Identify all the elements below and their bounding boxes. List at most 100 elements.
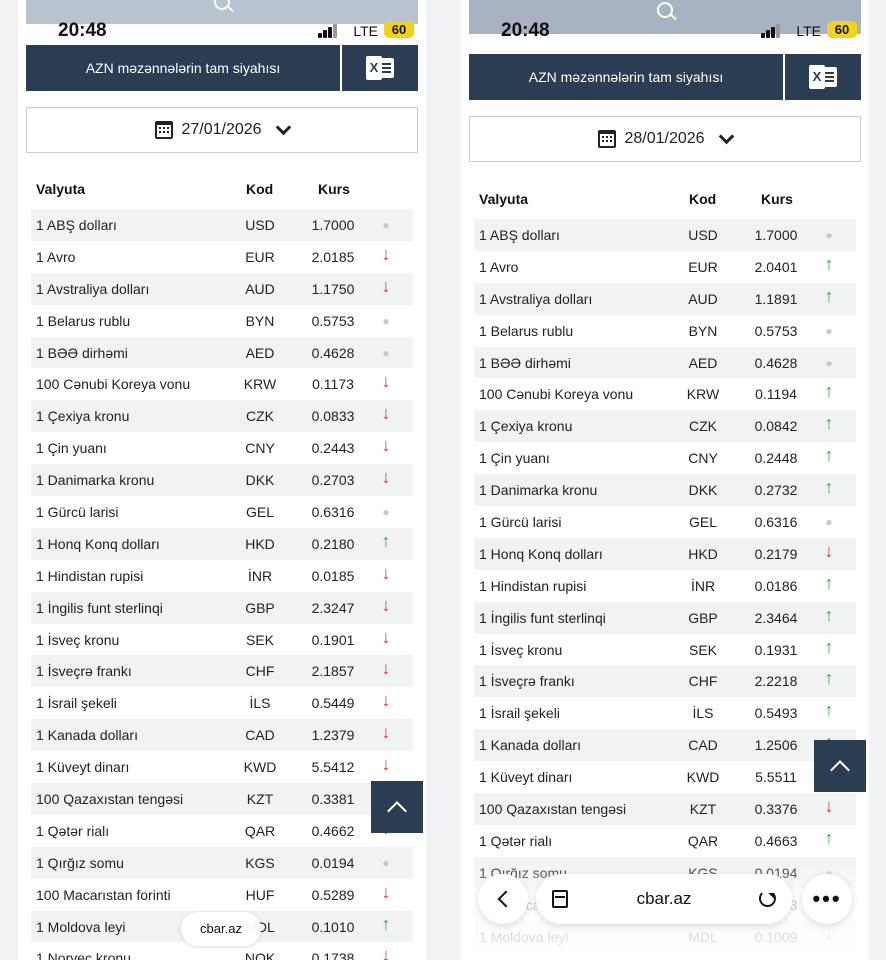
currency-name: 1 İsveçrə frankı — [36, 663, 132, 680]
date-picker[interactable]: 27/01/2026 — [26, 107, 418, 153]
search-bar-strip[interactable] — [469, 0, 861, 34]
currency-rate: 0.1931 — [754, 641, 798, 658]
url-pill[interactable]: cbar.az — [181, 912, 261, 946]
currency-rate: 0.2703 — [311, 472, 355, 489]
trend-down-icon: ↓ — [381, 371, 391, 392]
currency-code: CZK — [689, 418, 717, 435]
date-value: 27/01/2026 — [181, 121, 262, 138]
excel-export-icon: X — [809, 65, 837, 89]
currency-rate: 0.0833 — [311, 408, 355, 425]
currency-rate: 0.1194 — [755, 386, 797, 403]
currency-rate: 0.4662 — [311, 822, 355, 839]
currency-name: 1 BƏƏ dirhəmi — [36, 344, 128, 361]
table-row: 1 BƏƏ dirhəmi AED 0.4628 ● — [31, 336, 413, 369]
currency-rate: 0.1901 — [311, 631, 355, 648]
currency-rate: 0.2448 — [754, 450, 798, 467]
rates-table: Valyuta Kod Kurs 1 ABŞ dolları USD 1.7000 ●… — [469, 173, 861, 960]
currency-rate: 0.1010 — [311, 918, 355, 935]
currency-name: 100 Qazaxıstan tengəsi — [479, 801, 627, 818]
network-type: LTE — [353, 23, 378, 39]
trend-unchanged-icon: ● — [825, 515, 833, 530]
trend-up-icon: ↑ — [824, 668, 834, 689]
date-picker[interactable]: 28/01/2026 — [469, 116, 861, 162]
currency-rate: 1.1891 — [754, 290, 798, 307]
currency-code: USD — [688, 227, 718, 243]
currency-name: 1 Avro — [479, 258, 519, 275]
currency-name: 1 İngilis funt sterlinqi — [36, 599, 163, 616]
full-list-button[interactable]: AZN məzənnələrin tam siyahısı — [469, 54, 783, 100]
currency-rate: 2.1857 — [311, 663, 355, 680]
currency-rate: 2.0401 — [754, 258, 798, 275]
currency-rate: 1.2506 — [754, 737, 798, 754]
search-bar-strip[interactable] — [26, 0, 418, 24]
more-button[interactable]: ••• — [802, 874, 852, 924]
table-row: 1 Belarus rublu BYN 0.5753 ● — [474, 315, 856, 347]
currency-code: NOK — [244, 950, 276, 960]
currency-name: 1 Avro — [36, 248, 76, 265]
trend-up-icon: ↑ — [824, 413, 834, 434]
trend-down-icon: ↓ — [381, 467, 391, 488]
currency-rate: 0.2180 — [311, 535, 355, 552]
trend-unchanged-icon: ● — [825, 323, 833, 338]
currency-rate: 0.0186 — [754, 577, 798, 594]
currency-name: 1 Kanada dolları — [36, 727, 138, 744]
currency-name: 1 Avstraliya dolları — [36, 280, 150, 297]
trend-down-icon: ↓ — [381, 690, 391, 711]
currency-name: 1 İngilis funt sterlinqi — [479, 609, 606, 626]
table-row: 1 Gürcü larisi GEL 0.6316 ● — [474, 506, 856, 538]
trend-up-icon: ↑ — [824, 285, 834, 306]
header-actions: AZN məzənnələrin tam siyahısı X — [469, 54, 861, 100]
currency-code: KGS — [245, 854, 275, 871]
trend-up-icon: ↑ — [824, 636, 834, 657]
currency-name: 1 Moldova leyi — [36, 918, 126, 935]
search-icon[interactable] — [657, 2, 673, 18]
currency-rate: 0.3381 — [311, 791, 355, 808]
scroll-to-top-button[interactable] — [371, 781, 423, 833]
back-button[interactable] — [478, 874, 528, 924]
scroll-to-top-button[interactable] — [814, 740, 866, 792]
currency-code: KRW — [243, 376, 277, 393]
chevron-down-icon — [718, 128, 734, 144]
trend-up-icon: ↑ — [824, 604, 834, 625]
currency-rate: 1.7000 — [311, 217, 355, 233]
currency-name: 1 BƏƏ dirhəmi — [479, 354, 571, 371]
currency-name: 1 Küveyt dinarı — [479, 769, 573, 786]
address-url[interactable]: cbar.az — [636, 889, 692, 908]
battery-badge: 60 — [827, 21, 857, 38]
currency-name: 1 Avstraliya dolları — [479, 290, 593, 307]
address-bar[interactable]: cbar.az — [536, 874, 792, 924]
currency-code: KRW — [686, 386, 720, 403]
table-row: 1 Qətər rialı QAR 0.4663 ↑ — [474, 825, 856, 857]
excel-export-button[interactable]: X — [342, 45, 418, 91]
table-row: 1 İsrail şekeli İLS 0.5493 ↑ — [474, 697, 856, 729]
currency-name: 1 İsveç kronu — [36, 631, 120, 648]
currency-code: CAD — [688, 737, 718, 754]
trend-down-icon: ↓ — [381, 881, 391, 902]
status-time: 20:48 — [58, 20, 107, 41]
trend-up-icon: ↑ — [824, 827, 834, 848]
search-icon[interactable] — [214, 0, 230, 10]
trend-up-icon: ↑ — [824, 253, 834, 274]
excel-export-button[interactable]: X — [785, 54, 861, 100]
trend-down-icon: ↓ — [824, 796, 834, 817]
currency-code: GBP — [688, 609, 718, 626]
network-type: LTE — [796, 23, 821, 39]
rates-rows: 1 ABŞ dolları USD 1.7000 ● 1 Avro EUR 2.0185 ↓ 1… — [26, 209, 418, 960]
table-row: 1 Norveç kronu NOK 0.1738 ↓ — [31, 942, 413, 960]
currency-name: 1 Gürcü larisi — [479, 514, 562, 531]
date-value: 28/01/2026 — [624, 130, 705, 147]
currency-code: CNY — [245, 440, 275, 457]
table-row: 1 İsveçrə frankı CHF 2.1857 ↓ — [31, 655, 413, 688]
currency-name: 100 Cənubi Koreya vonu — [479, 386, 634, 403]
full-list-button[interactable]: AZN məzənnələrin tam siyahısı — [26, 45, 340, 91]
table-row: 1 ABŞ dolları USD 1.7000 ● — [474, 219, 856, 251]
trend-down-icon: ↓ — [381, 722, 391, 743]
tabs-icon[interactable] — [552, 890, 568, 908]
currency-rate: 0.6316 — [754, 514, 798, 531]
currency-code: MDL — [688, 928, 718, 945]
currency-code: İNR — [690, 577, 716, 594]
currency-code: AUD — [688, 290, 718, 307]
reload-icon[interactable] — [759, 890, 776, 907]
currency-code: İLS — [692, 705, 714, 722]
